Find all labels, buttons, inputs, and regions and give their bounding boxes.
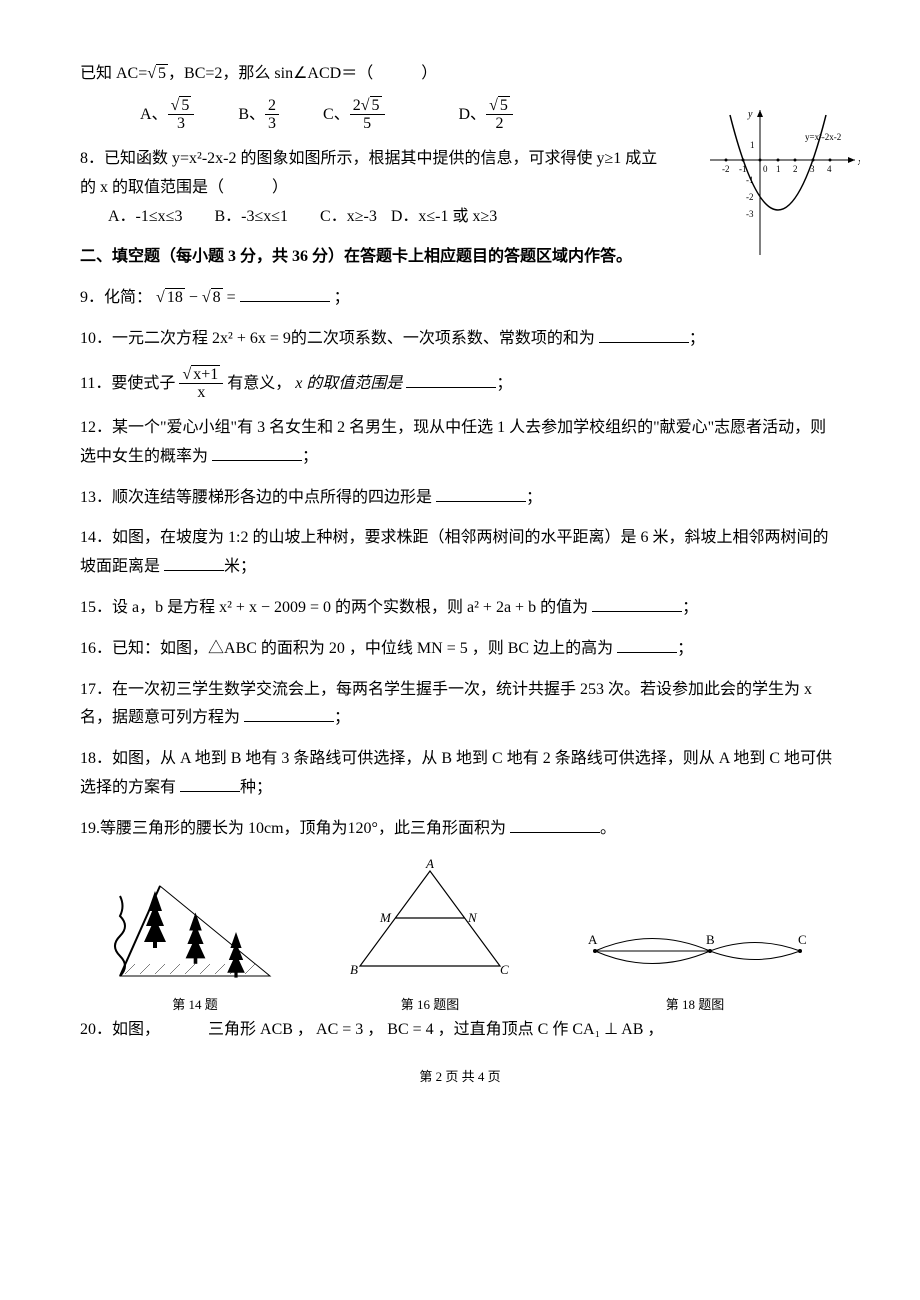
question-15: 15．设 a，b 是方程 x² + x − 2009 = 0 的两个实数根，则 … [80,594,840,623]
sqrt-5: 5 [147,60,168,89]
svg-text:2: 2 [793,164,798,174]
figure-16: A B C M N 第 16 题图 [340,856,520,1017]
svg-text:A: A [588,932,598,947]
svg-text:B: B [350,962,358,977]
q7-text1: 已知 AC= [80,65,147,82]
option-c: C、255 [323,97,384,133]
question-13: 13．顺次连结等腰梯形各边的中点所得的四边形是 ； [80,484,840,513]
question-18: 18．如图，从 A 地到 B 地有 3 条路线可供选择，从 B 地到 C 地有 … [80,745,840,803]
svg-text:0: 0 [763,164,768,174]
figure-18: A B C 第 18 题图 [580,916,810,1017]
option-d: D、52 [459,97,513,133]
svg-text:-2: -2 [722,164,730,174]
svg-text:-3: -3 [746,209,754,219]
svg-text:x: x [857,157,860,168]
svg-text:B: B [706,932,715,947]
question-9: 9．化简： 18 − 8 = ； [80,284,840,313]
svg-text:N: N [467,910,478,925]
question-8: x y y=x²-2x-2 -2 -1 0 1 2 3 4 1 -1 -2 -3… [80,145,840,231]
blank-11[interactable] [406,371,496,388]
svg-text:4: 4 [827,164,832,174]
q8-num: 8． [80,150,104,167]
question-10: 10．一元二次方程 2x² + 6x = 9的二次项系数、一次项系数、常数项的和… [80,325,840,354]
svg-text:3: 3 [810,164,815,174]
q8-optA: A．-1≤x≤3 [108,203,182,232]
option-b: B、23 [238,97,279,133]
svg-text:1: 1 [750,140,755,150]
figure-14: 第 14 题 [110,856,280,1017]
caption-18: 第 18 题图 [580,993,810,1016]
svg-text:-1: -1 [739,164,747,174]
svg-text:y: y [747,109,753,120]
question-20: 20．如图， 三角形 ACB ， AC = 3 ， BC = 4 ，过直角顶点 … [80,1016,840,1045]
svg-text:C: C [500,962,509,977]
svg-text:-1: -1 [746,175,754,185]
q8-optB: B．-3≤x≤1 [214,203,288,232]
question-17: 17．在一次初三学生数学交流会上，每两名学生握手一次，统计共握手 253 次。若… [80,676,840,734]
caption-14: 第 14 题 [110,993,280,1016]
caption-16: 第 16 题图 [340,993,520,1016]
section-2-header: 二、填空题（每小题 3 分，共 36 分）在答题卡上相应题目的答题区域内作答。 [80,243,840,272]
question-12: 12．某一个"爱心小组"有 3 名女生和 2 名男生，现从中任选 1 人去参加学… [80,414,840,472]
blank-17[interactable] [244,705,334,722]
blank-18[interactable] [180,775,240,792]
svg-text:C: C [798,932,807,947]
svg-text:A: A [425,856,434,871]
svg-text:M: M [379,910,392,925]
blank-13[interactable] [436,485,526,502]
q8-optC: C．x≥-3 [320,203,377,232]
q7-text2: ，BC=2，那么 sin∠ACD＝（ ） [168,65,437,82]
q8-optD: D．x≤-1 或 x≥3 [391,203,497,232]
svg-text:-2: -2 [746,192,754,202]
question-11: 11．要使式子 x+1x 有意义， x 的取值范围是 ； [80,366,840,402]
question-16: 16．已知：如图，△ABC 的面积为 20 ，中位线 MN = 5 ，则 BC … [80,635,840,664]
parabola-figure: x y y=x²-2x-2 -2 -1 0 1 2 3 4 1 -1 -2 -3 [710,105,860,266]
blank-10[interactable] [599,326,689,343]
question-19: 19.等腰三角形的腰长为 10cm，顶角为120°，此三角形面积为 。 [80,815,840,844]
svg-text:1: 1 [776,164,781,174]
option-a: A、53 [140,97,194,133]
page-footer: 第 2 页 共 4 页 [80,1065,840,1088]
blank-9[interactable] [240,285,330,302]
svg-text:y=x²-2x-2: y=x²-2x-2 [805,132,841,142]
q8-text: 已知函数 y=x²-2x-2 的图象如图所示，根据其中提供的信息，可求得使 y≥… [80,150,657,196]
blank-14[interactable] [164,554,224,571]
blank-19[interactable] [510,816,600,833]
blank-12[interactable] [212,444,302,461]
question-14: 14．如图，在坡度为 1:2 的山坡上种树，要求株距（相邻两树间的水平距离）是 … [80,524,840,582]
blank-15[interactable] [592,595,682,612]
blank-16[interactable] [617,636,677,653]
figure-row: 第 14 题 A B C M N 第 16 题图 A B C 第 18 题图 [80,856,840,1017]
